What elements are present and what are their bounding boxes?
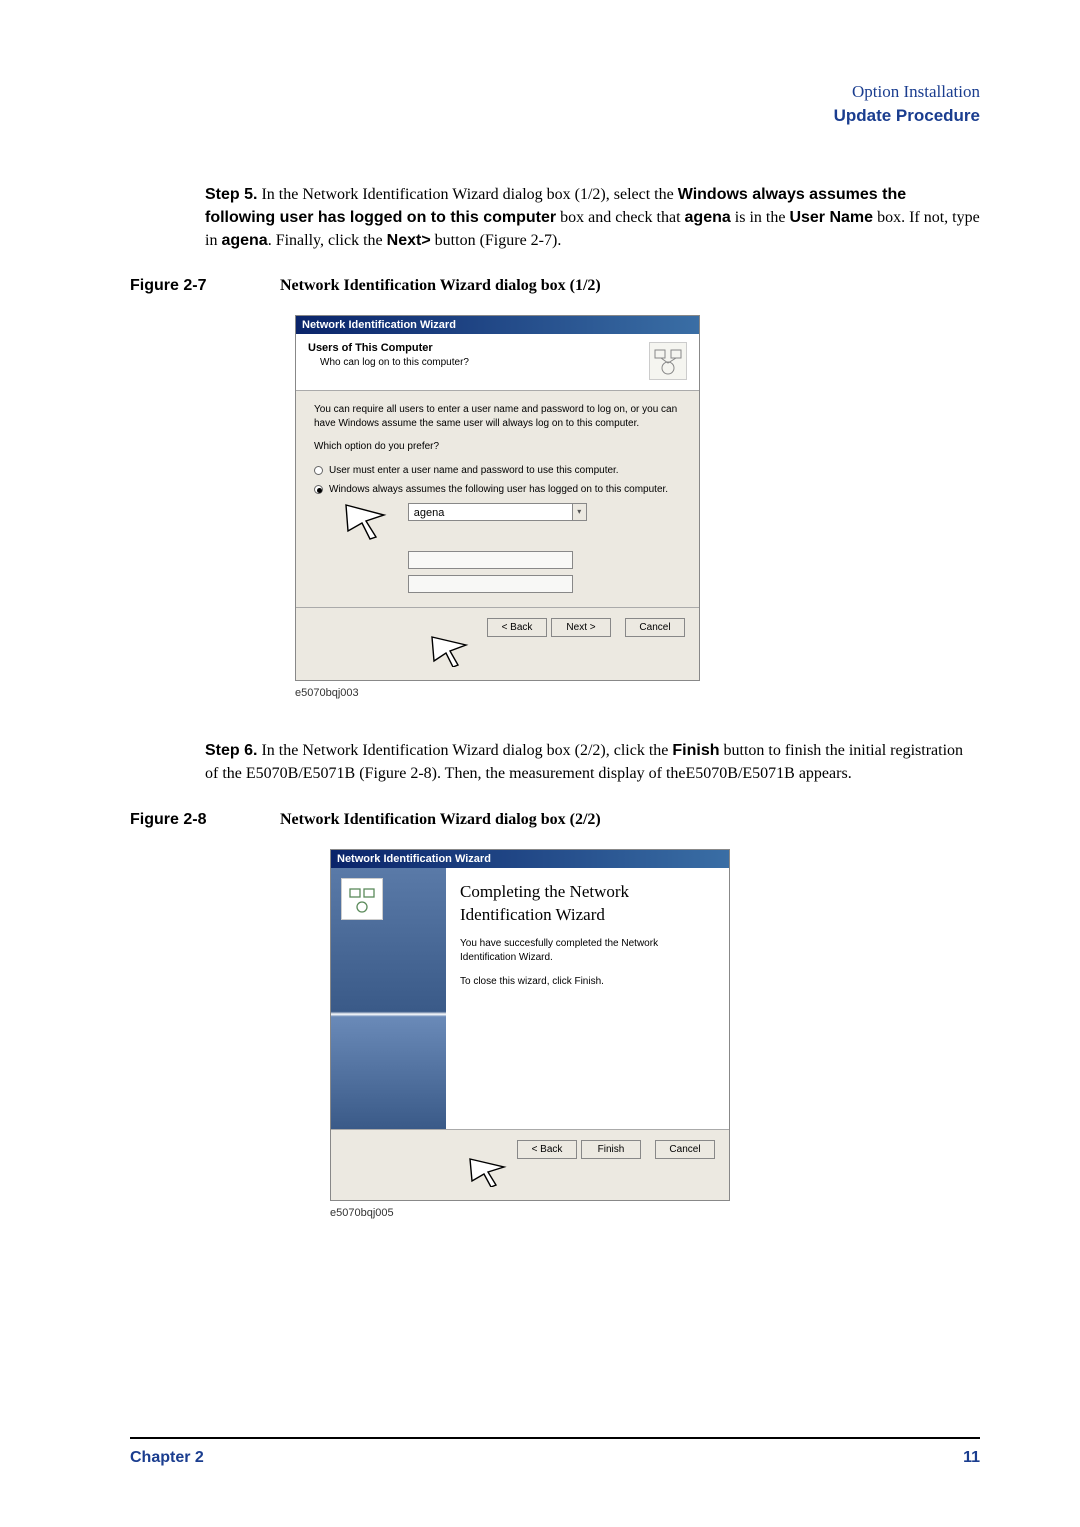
wizard2-window: Network Identification Wizard Completing… xyxy=(330,849,730,1202)
wizard1-body: You can require all users to enter a use… xyxy=(296,391,699,607)
wizard1-header-text: Users of This Computer Who can log on to… xyxy=(308,342,641,368)
step6-text: In the Network Identification Wizard dia… xyxy=(205,742,963,782)
figure27-label: Figure 2-7 xyxy=(130,277,280,295)
step6-block: Step 6. In the Network Identification Wi… xyxy=(205,739,980,785)
radio-option-2[interactable]: Windows always assumes the following use… xyxy=(314,483,681,497)
chapter-label: Chapter 2 xyxy=(130,1449,204,1467)
header-subsection: Update Procedure xyxy=(130,104,980,128)
wizard1-question: Which option do you prefer? xyxy=(314,440,681,454)
back-button[interactable]: < Back xyxy=(487,618,547,637)
cursor-on-finish-icon xyxy=(345,1157,630,1190)
finish-button[interactable]: Finish xyxy=(581,1140,641,1159)
radio-option-1[interactable]: User must enter a user name and password… xyxy=(314,464,681,478)
figure28-title: Network Identification Wizard dialog box… xyxy=(280,811,601,829)
wizard2-line1: You have succesfully completed the Netwo… xyxy=(460,937,713,965)
dropdown-arrow-icon[interactable]: ▾ xyxy=(573,503,587,521)
wizard2-body: Completing the Network Identification Wi… xyxy=(331,868,729,1130)
wizard1-footer: < BackNext > Cancel xyxy=(296,607,699,680)
username-input[interactable]: agena xyxy=(408,503,573,521)
step6-label: Step 6. xyxy=(205,742,257,759)
next-button[interactable]: Next > xyxy=(551,618,611,637)
cursor-pointer-icon xyxy=(344,503,399,546)
figure27-title: Network Identification Wizard dialog box… xyxy=(280,277,601,295)
step5-label: Step 5. xyxy=(205,186,257,203)
wizard2-footer: < BackFinish Cancel xyxy=(331,1129,729,1200)
wizard1-header-sub: Who can log on to this computer? xyxy=(308,357,641,368)
wizard1-header-title: Users of This Computer xyxy=(308,342,641,354)
radio-selected-icon xyxy=(314,485,323,494)
cancel-button[interactable]: Cancel xyxy=(655,1140,715,1159)
screenshot1-id: e5070bqj003 xyxy=(295,687,980,699)
wizard2-titlebar: Network Identification Wizard xyxy=(331,850,729,868)
radio2-label: Windows always assumes the following use… xyxy=(329,484,668,495)
wizard2-line2: To close this wizard, click Finish. xyxy=(460,975,713,989)
page-footer: Chapter 2 11 xyxy=(130,1437,980,1467)
radio-icon xyxy=(314,466,323,475)
wizard2-sidebar xyxy=(331,868,446,1130)
page-header: Option Installation Update Procedure xyxy=(130,80,980,128)
back-button[interactable]: < Back xyxy=(517,1140,577,1159)
wizard2-content: Completing the Network Identification Wi… xyxy=(446,868,729,1130)
wizard1-form: agena▾ xyxy=(344,503,681,594)
confirm-password-input[interactable] xyxy=(408,575,573,593)
figure28-caption: Figure 2-8 Network Identification Wizard… xyxy=(130,811,980,829)
cancel-button[interactable]: Cancel xyxy=(625,618,685,637)
wizard1-titlebar: Network Identification Wizard xyxy=(296,316,699,334)
wizard1-window: Network Identification Wizard Users of T… xyxy=(295,315,700,681)
cursor-on-next-icon xyxy=(310,635,590,670)
wizard-complete-icon xyxy=(341,878,383,920)
figure28-label: Figure 2-8 xyxy=(130,811,280,829)
password-input[interactable] xyxy=(408,551,573,569)
network-icon xyxy=(649,342,687,380)
step5-text: In the Network Identification Wizard dia… xyxy=(205,186,980,249)
screenshot2-id: e5070bqj005 xyxy=(330,1207,980,1219)
page-number: 11 xyxy=(963,1449,980,1467)
radio1-label: User must enter a user name and password… xyxy=(329,465,619,476)
wizard1-header: Users of This Computer Who can log on to… xyxy=(296,334,699,391)
screenshot-2: Network Identification Wizard Completing… xyxy=(330,849,980,1220)
screenshot-1: Network Identification Wizard Users of T… xyxy=(295,315,980,699)
header-section: Option Installation xyxy=(130,80,980,104)
step5-block: Step 5. In the Network Identification Wi… xyxy=(205,183,980,253)
figure27-caption: Figure 2-7 Network Identification Wizard… xyxy=(130,277,980,295)
wizard2-title: Completing the Network Identification Wi… xyxy=(460,880,713,928)
wizard1-intro: You can require all users to enter a use… xyxy=(314,403,681,430)
